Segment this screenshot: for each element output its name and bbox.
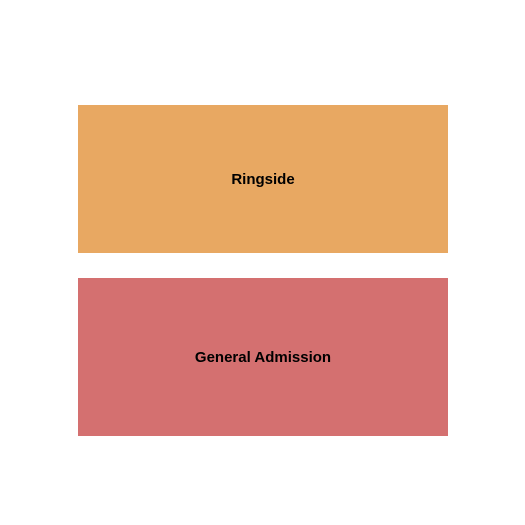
section-label-general-admission: General Admission — [195, 349, 331, 366]
section-ringside[interactable]: Ringside — [78, 105, 448, 253]
section-general-admission[interactable]: General Admission — [78, 278, 448, 436]
section-label-ringside: Ringside — [231, 171, 294, 188]
